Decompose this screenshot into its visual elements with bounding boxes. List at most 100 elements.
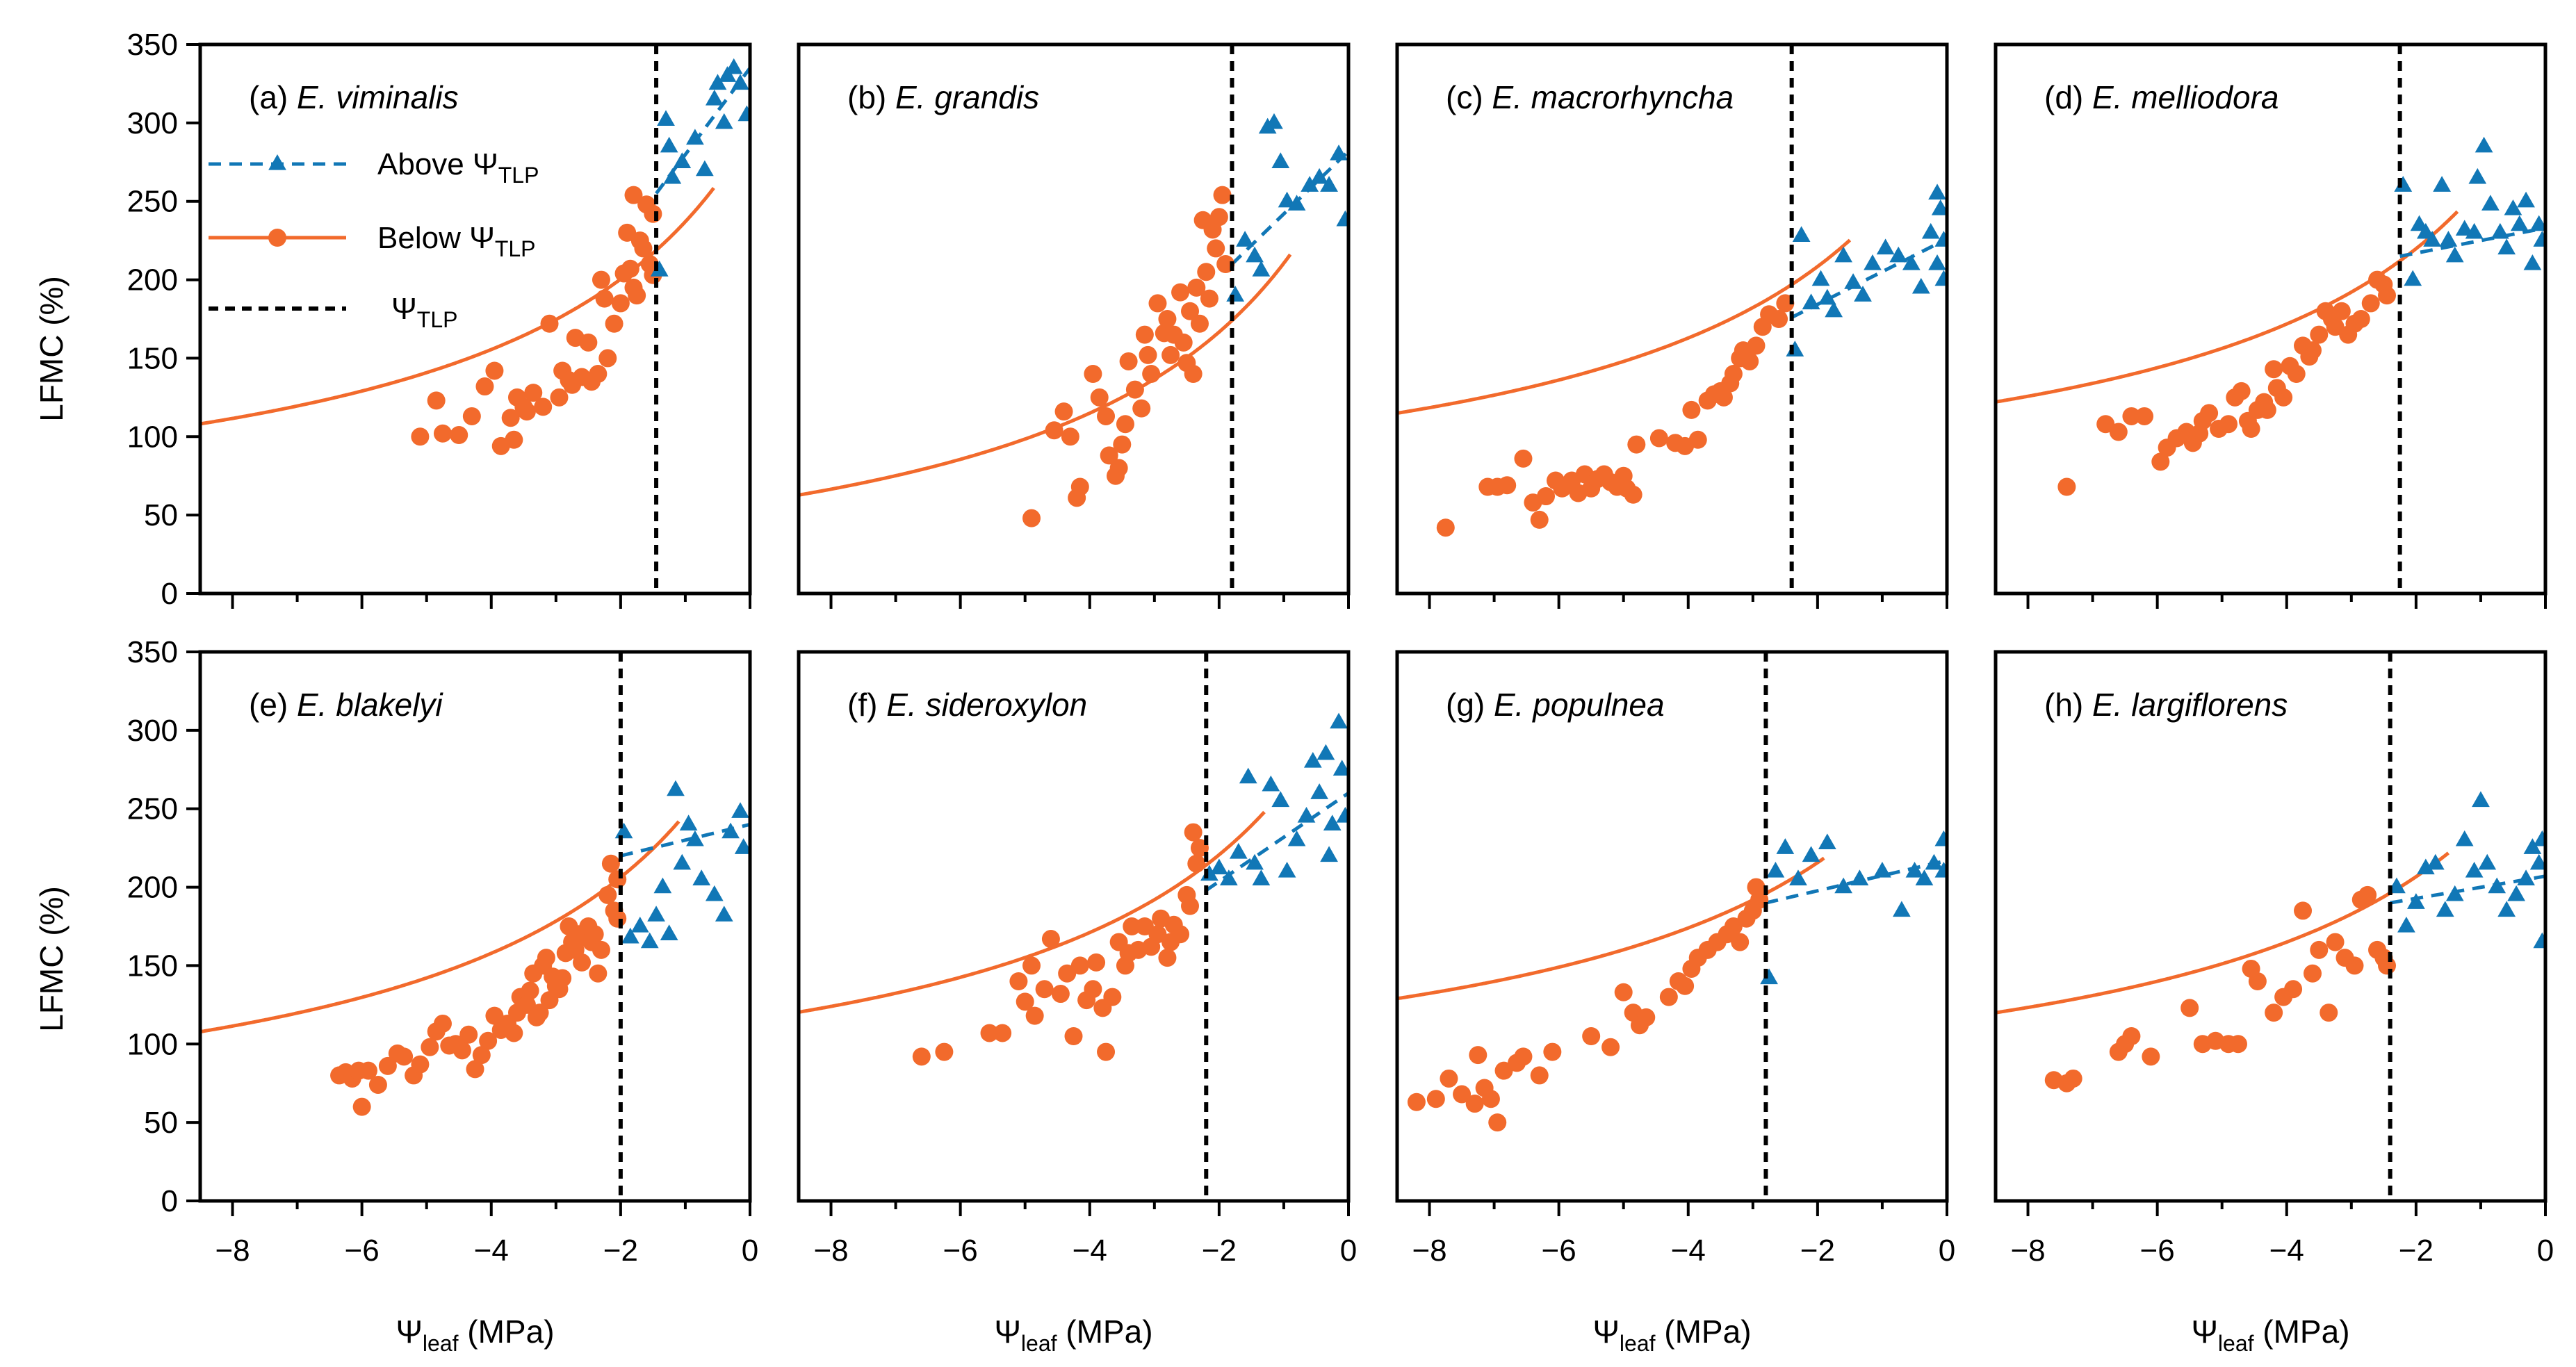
below-tlp-point	[1135, 325, 1154, 344]
below-tlp-point	[1171, 925, 1190, 944]
below-tlp-point	[1488, 1113, 1507, 1132]
below-tlp-point	[1171, 283, 1190, 302]
above-tlp-point	[686, 830, 704, 846]
x-axis-title-symbol: Ψ	[994, 1313, 1020, 1350]
below-tlp-point	[2320, 1004, 2338, 1022]
panel-label-f: (f) E. sideroxylon	[847, 687, 1087, 723]
above-tlp-point	[2497, 901, 2516, 917]
below-tlp-point	[585, 925, 604, 944]
panels: 0 50 100 150 200 250 300 350 (a) E. viminalis Abo…	[127, 28, 2554, 1268]
below-tlp-point	[1682, 400, 1701, 419]
x-axis-title-unit: (MPa)	[2254, 1313, 2350, 1350]
above-tlp-point	[1928, 254, 1946, 270]
above-tlp-point	[1925, 853, 1943, 870]
below-tlp-point	[1731, 933, 1750, 951]
below-tlp-point	[2258, 400, 2276, 419]
below-tlp-point	[1537, 487, 1556, 506]
panel-letter: (f)	[847, 687, 886, 723]
panel-label-g: (g) E. populnea	[1446, 687, 1665, 723]
below-tlp-point	[1022, 956, 1041, 975]
below-tlp-point	[1498, 476, 1517, 495]
above-tlp-point	[1931, 199, 1947, 215]
below-tlp-point	[1436, 518, 1455, 537]
above-tlp-point	[715, 113, 733, 129]
above-tlp-point	[1802, 846, 1820, 862]
above-tlp-point	[1834, 246, 1852, 263]
above-tlp-point	[2491, 222, 2509, 239]
legend-below-marker	[268, 229, 286, 247]
below-tlp-point	[605, 314, 623, 333]
above-tlp-point	[660, 924, 678, 940]
below-tlp-point	[550, 388, 569, 407]
below-tlp-point	[368, 1075, 387, 1094]
below-tlp-point	[2265, 1004, 2283, 1022]
below-tlp-point	[1724, 917, 1743, 935]
below-tlp-point	[1016, 992, 1034, 1011]
above-tlp-point	[1789, 869, 1807, 885]
below-tlp-point	[1514, 1047, 1533, 1066]
legend-subscript: TLP	[417, 307, 458, 332]
panel-c: (c) E. macrorhyncha	[1395, 42, 1949, 609]
below-tlp-point	[1119, 352, 1138, 370]
above-tlp-point	[2397, 917, 2415, 933]
below-tlp-point	[540, 314, 559, 333]
y-tick-label: 0	[161, 1184, 178, 1218]
above-tlp-point	[1873, 862, 1891, 878]
legend-label-1: Above ΨTLP	[377, 147, 539, 188]
below-tlp-point	[421, 1038, 439, 1056]
y-tick-label: 300	[127, 106, 178, 140]
below-tlp-point	[1161, 345, 1180, 364]
x-axis-title: Ψleaf (MPa)	[2191, 1313, 2349, 1356]
x-axis-title-unit: (MPa)	[1656, 1313, 1752, 1350]
above-tlp-point	[1210, 858, 1228, 875]
above-tlp-point	[1287, 195, 1306, 211]
below-tlp-point	[537, 949, 555, 967]
x-tick-label: −4	[1671, 1234, 1706, 1268]
above-tlp-point	[663, 167, 682, 184]
above-tlp-point	[1320, 176, 1338, 192]
above-tlp-point	[2433, 176, 2451, 192]
below-tlp-point	[1051, 985, 1070, 1004]
plot-area-g	[1397, 652, 1947, 1201]
below-tlp-point	[530, 1004, 549, 1022]
below-tlp-point	[1100, 446, 1118, 465]
above-tlp-fit-line	[2399, 226, 2545, 259]
below-tlp-point	[1123, 917, 1141, 935]
above-tlp-point	[686, 129, 704, 145]
below-tlp-point	[395, 1047, 414, 1066]
above-tlp-point	[2455, 830, 2474, 846]
below-tlp-point	[1109, 459, 1128, 477]
below-tlp-point	[1627, 435, 1646, 454]
below-tlp-point	[1097, 407, 1116, 425]
above-tlp-point	[708, 74, 727, 90]
below-tlp-point	[1103, 988, 1122, 1006]
panel-letter: (d)	[2044, 79, 2092, 115]
below-tlp-point	[1187, 278, 1206, 297]
x-axis-title-subscript: leaf	[423, 1331, 459, 1356]
below-tlp-point	[573, 953, 592, 972]
below-tlp-point	[1090, 388, 1109, 407]
below-tlp-point	[2122, 1027, 2141, 1045]
above-tlp-point	[2445, 885, 2464, 901]
above-tlp-point	[2423, 231, 2442, 247]
above-tlp-point	[2465, 862, 2484, 878]
below-tlp-point	[1601, 1038, 1620, 1056]
legend-subscript: TLP	[498, 163, 539, 188]
below-tlp-point	[993, 1024, 1012, 1042]
x-axis-titles: Ψleaf (MPa) Ψleaf (MPa) Ψleaf (MPa) Ψleaf (…	[396, 1313, 2349, 1356]
below-tlp-point	[411, 427, 430, 446]
below-tlp-point	[2345, 956, 2364, 975]
below-tlp-point	[1135, 917, 1154, 935]
above-tlp-point	[1934, 270, 1947, 286]
above-tlp-point	[1323, 815, 1342, 830]
below-tlp-point	[2180, 999, 2199, 1017]
above-tlp-point	[1246, 853, 1264, 870]
panel-label-d: (d) E. melliodora	[2044, 79, 2279, 115]
above-tlp-point	[2481, 195, 2500, 211]
panel-frame	[1994, 42, 2548, 596]
below-tlp-point	[479, 1031, 498, 1050]
x-axis-title-symbol: Ψ	[2191, 1313, 2217, 1350]
above-tlp-point	[2488, 877, 2506, 894]
above-tlp-point	[1271, 791, 1290, 808]
below-tlp-point	[1440, 1069, 1458, 1088]
